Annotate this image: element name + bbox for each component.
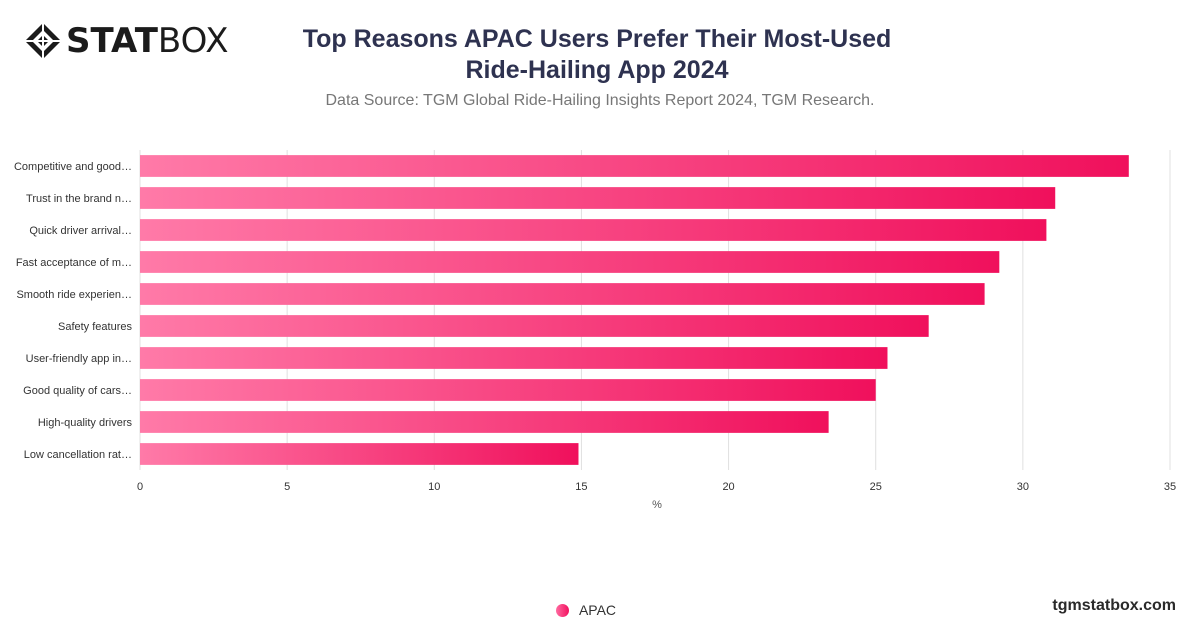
- legend-label-apac: APAC: [578, 602, 617, 618]
- x-tick-label: 10: [428, 481, 440, 493]
- category-labels: Competitive and good… Trust in the brand …: [14, 161, 133, 461]
- statbox-diamond-icon: [25, 23, 61, 59]
- x-tick-label: 30: [1017, 481, 1029, 493]
- bar[interactable]: [140, 411, 829, 433]
- x-tick-label: 5: [284, 481, 290, 493]
- category-label: Low cancellation rat…: [24, 449, 132, 461]
- brand-logo: STATBOX: [24, 22, 229, 60]
- x-tick-label: 35: [1164, 481, 1176, 493]
- category-label: Quick driver arrival…: [29, 225, 132, 237]
- legend[interactable]: APAC: [0, 602, 1200, 618]
- category-label: Trust in the brand n…: [26, 193, 132, 205]
- logo-text-bold: STAT: [66, 21, 158, 61]
- category-label: User-friendly app in…: [26, 353, 132, 365]
- category-label: Smooth ride experien…: [16, 289, 132, 301]
- bar[interactable]: [140, 219, 1047, 241]
- footer-url: tgmstatbox.com: [1052, 597, 1176, 614]
- bar[interactable]: [140, 379, 876, 401]
- bar[interactable]: [140, 347, 888, 369]
- category-label: Fast acceptance of m…: [16, 257, 132, 269]
- bars: [140, 155, 1129, 465]
- category-label: Competitive and good…: [14, 161, 132, 173]
- category-label: High-quality drivers: [38, 417, 133, 429]
- logo-text: STATBOX: [66, 22, 229, 60]
- legend-swatch-icon: [555, 603, 569, 617]
- category-label: Good quality of cars…: [23, 385, 132, 397]
- bar[interactable]: [140, 251, 1000, 273]
- x-axis-ticks: 0 5 10 15 20 25 30 35: [137, 481, 1176, 493]
- chart-title-line-2: Ride-Hailing App 2024: [465, 56, 729, 84]
- x-tick-label: 25: [870, 481, 882, 493]
- chart-subtitle: Data Source: TGM Global Ride-Hailing Ins…: [325, 92, 875, 109]
- x-tick-label: 0: [137, 481, 143, 493]
- chart-title-line-1: Top Reasons APAC Users Prefer Their Most…: [302, 25, 892, 53]
- x-tick-label: 20: [722, 481, 734, 493]
- x-axis-label: %: [652, 499, 662, 511]
- bar[interactable]: [140, 155, 1129, 177]
- bar[interactable]: [140, 187, 1056, 209]
- bar[interactable]: [140, 443, 579, 465]
- x-tick-label: 15: [575, 481, 587, 493]
- bar[interactable]: [140, 283, 985, 305]
- bar[interactable]: [140, 315, 929, 337]
- chart-title: Top Reasons APAC Users Prefer Their Most…: [287, 24, 907, 86]
- logo-text-light: BOX: [157, 21, 229, 61]
- category-label: Safety features: [58, 321, 132, 333]
